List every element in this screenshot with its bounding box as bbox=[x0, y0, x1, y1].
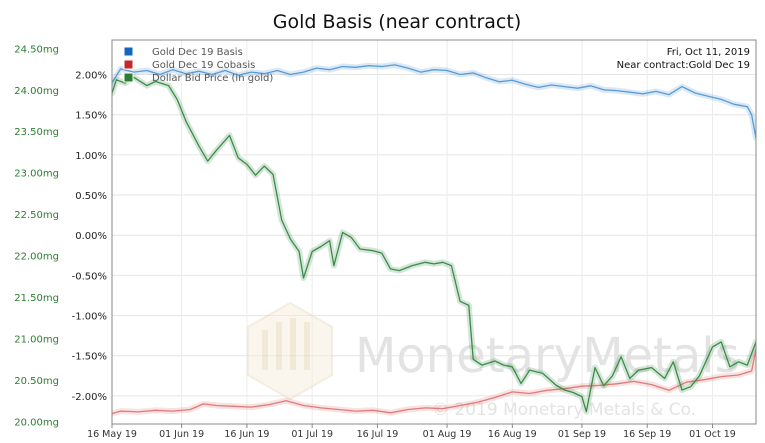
series-line-dollar bbox=[112, 76, 756, 413]
legend-swatch-dollar bbox=[123, 72, 134, 83]
y-left-tick-label: 21.50mg bbox=[14, 293, 59, 304]
x-tick-label: 01 Aug 19 bbox=[423, 429, 472, 440]
series-line-basis bbox=[112, 64, 756, 139]
y-right-tick-label: 1.50% bbox=[75, 111, 107, 122]
plot-border bbox=[111, 39, 757, 425]
x-tick-label: 01 Sep 19 bbox=[558, 429, 606, 440]
x-tick-label: 01 Jul 19 bbox=[291, 429, 333, 440]
y-right-tick-label: -2.00% bbox=[72, 392, 107, 403]
y-left-tick-label: 20.50mg bbox=[14, 376, 59, 387]
info-date: Fri, Oct 11, 2019 bbox=[667, 47, 750, 58]
x-tick-label: 16 Aug 19 bbox=[488, 429, 537, 440]
series-line-cobasis bbox=[112, 349, 756, 415]
legend-label-cobasis: Gold Dec 19 Cobasis bbox=[152, 60, 255, 71]
legend-label-basis: Gold Dec 19 Basis bbox=[152, 47, 243, 58]
watermark-logo bbox=[247, 301, 333, 401]
y-left-tick-label: 24.00mg bbox=[14, 86, 59, 97]
y-right-tick-label: 0.50% bbox=[75, 191, 107, 202]
legend: Gold Dec 19 Basis Gold Dec 19 Cobasis Do… bbox=[123, 46, 273, 84]
x-tick-label: 16 May 19 bbox=[87, 429, 137, 440]
y-right-tick-label: -1.00% bbox=[72, 312, 107, 323]
y-left-axis: 24.50mg 24.00mg 23.50mg 23.00mg 22.50mg 22.00… bbox=[14, 44, 59, 428]
chart-title: Gold Basis (near contract) bbox=[273, 11, 521, 33]
info-contract: Near contract:Gold Dec 19 bbox=[617, 60, 750, 71]
y-left-tick-label: 22.50mg bbox=[14, 210, 59, 221]
legend-label-dollar: Dollar Bid Price (in gold) bbox=[152, 73, 273, 84]
watermark: MonetaryMetals © 2019 Monetary Metals & … bbox=[247, 301, 740, 420]
y-left-tick-label: 20.00mg bbox=[14, 418, 59, 429]
y-left-tick-label: 22.00mg bbox=[14, 252, 59, 263]
y-left-tick-label: 23.50mg bbox=[14, 127, 59, 138]
x-tick-label: 01 Jun 19 bbox=[159, 429, 204, 440]
y-right-tick-label: 0.00% bbox=[75, 231, 107, 242]
x-tick-label: 16 Jun 19 bbox=[224, 429, 269, 440]
x-axis: 16 May 19 01 Jun 19 16 Jun 19 01 Jul 19 16 J… bbox=[87, 424, 736, 440]
info-box: Fri, Oct 11, 2019 Near contract:Gold Dec… bbox=[617, 47, 750, 71]
y-right-tick-label: 1.00% bbox=[75, 151, 107, 162]
y-left-tick-label: 24.50mg bbox=[14, 44, 59, 55]
legend-swatch-cobasis bbox=[123, 59, 134, 70]
series-layer bbox=[112, 61, 756, 417]
y-left-tick-label: 23.00mg bbox=[14, 169, 59, 180]
watermark-copyright: © 2019 Monetary Metals & Co. bbox=[432, 400, 696, 420]
legend-swatch-basis bbox=[123, 46, 134, 57]
y-right-axis: 2.00% 1.50% 1.00% 0.50% 0.00% -0.50% -1.00% -1.… bbox=[72, 71, 107, 403]
y-right-tick-label: -0.50% bbox=[72, 271, 107, 282]
y-right-tick-label: -1.50% bbox=[72, 352, 107, 363]
x-tick-label: 16 Jul 19 bbox=[357, 429, 399, 440]
x-tick-label: 16 Sep 19 bbox=[623, 429, 671, 440]
watermark-brand: MonetaryMetals bbox=[355, 328, 740, 384]
y-right-tick-label: 2.00% bbox=[75, 71, 107, 82]
x-tick-label: 01 Oct 19 bbox=[689, 429, 736, 440]
y-left-tick-label: 21.00mg bbox=[14, 335, 59, 346]
plot-area bbox=[112, 40, 756, 424]
